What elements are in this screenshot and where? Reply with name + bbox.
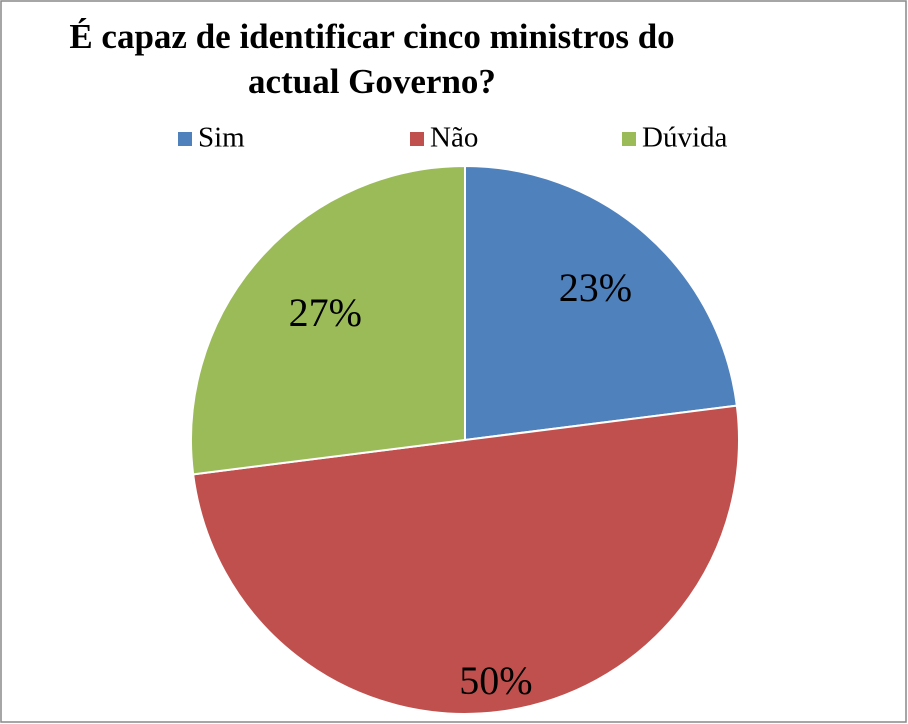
pie-slice bbox=[190, 164, 466, 476]
legend-label: Sim bbox=[198, 122, 245, 154]
legend-swatch bbox=[410, 132, 424, 146]
chart-title: actual Governo? bbox=[248, 62, 496, 101]
data-label: 50% bbox=[459, 658, 532, 703]
legend-swatch bbox=[178, 132, 192, 146]
legend-label: Não bbox=[430, 122, 478, 154]
pie-slice bbox=[464, 164, 738, 442]
chart-title: É capaz de identificar cinco ministros d… bbox=[69, 17, 674, 56]
legend-label: Dúvida bbox=[642, 122, 728, 154]
pie-slice bbox=[192, 404, 740, 715]
data-label: 27% bbox=[289, 290, 362, 335]
data-label: 23% bbox=[559, 265, 632, 310]
legend-swatch bbox=[622, 132, 636, 146]
